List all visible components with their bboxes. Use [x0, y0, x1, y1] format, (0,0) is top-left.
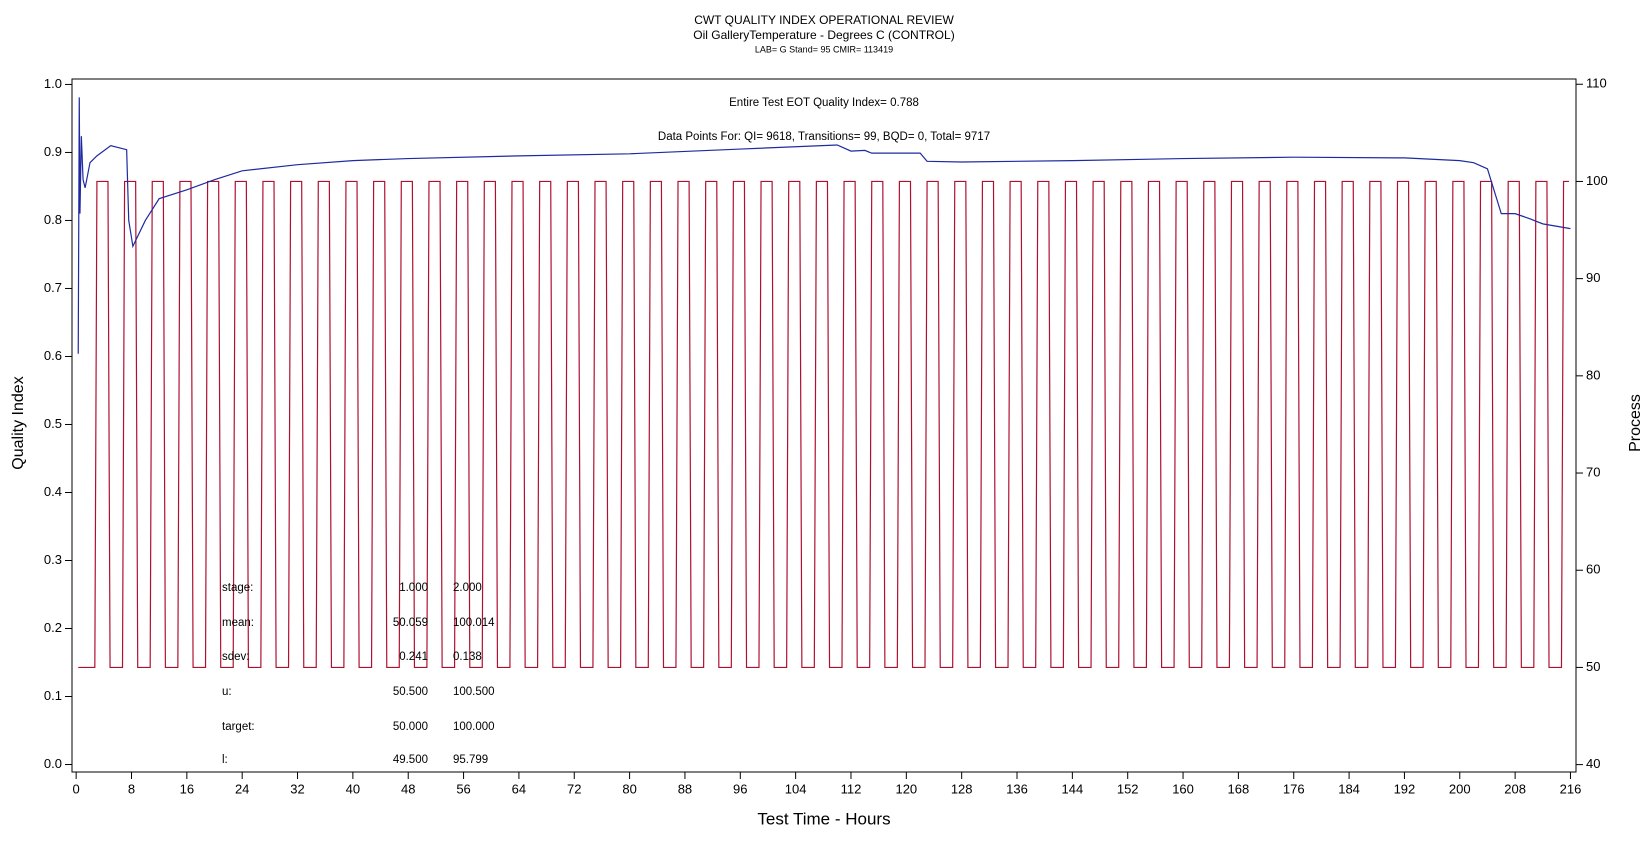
stats-value: 49.500 — [393, 754, 428, 766]
annotation: Data Points For: QI= 9618, Transitions= … — [658, 131, 990, 143]
x-tick-label: 216 — [1560, 781, 1582, 796]
x-tick-label: 176 — [1283, 781, 1305, 796]
y-tick-label: 0.3 — [44, 552, 62, 567]
x-tick-label: 40 — [346, 781, 360, 796]
stats-label: l: — [222, 754, 228, 766]
stats-label: u: — [222, 686, 232, 698]
x-tick-label: 104 — [785, 781, 807, 796]
y-tick-label: 0.5 — [44, 416, 62, 431]
y-tick-label: 0.7 — [44, 280, 62, 295]
x-tick-label: 48 — [401, 781, 415, 796]
x-tick-label: 32 — [290, 781, 304, 796]
y2-tick-label: 70 — [1586, 464, 1600, 479]
x-tick-label: 24 — [235, 781, 249, 796]
x-tick-label: 8 — [128, 781, 135, 796]
stats-value: 100.000 — [453, 721, 495, 733]
stats-value: 2.000 — [453, 582, 482, 594]
x-axis-label: Test Time - Hours — [757, 809, 890, 828]
stats-value: 50.000 — [393, 721, 428, 733]
x-tick-label: 120 — [895, 781, 917, 796]
x-tick-label: 168 — [1228, 781, 1250, 796]
stats-value: 1.000 — [399, 582, 428, 594]
x-tick-label: 0 — [73, 781, 80, 796]
x-tick-label: 208 — [1504, 781, 1526, 796]
y-tick-label: 0.1 — [44, 688, 62, 703]
y2-axis-label: Process — [1627, 394, 1644, 452]
x-tick-label: 80 — [622, 781, 636, 796]
data-line — [78, 180, 1570, 669]
stats-value: 100.014 — [453, 617, 495, 629]
chart-subtitle2: LAB= G Stand= 95 CMIR= 113419 — [755, 44, 893, 54]
stats-value: 95.799 — [453, 754, 488, 766]
stats-value: 100.500 — [453, 686, 495, 698]
x-tick-label: 56 — [456, 781, 470, 796]
x-tick-label: 184 — [1338, 781, 1360, 796]
x-tick-label: 200 — [1449, 781, 1471, 796]
y-tick-label: 0.6 — [44, 348, 62, 363]
stats-value: 0.138 — [453, 651, 482, 663]
x-tick-label: 128 — [951, 781, 973, 796]
stats-label: target: — [222, 721, 255, 733]
stats-label: sdev: — [222, 651, 250, 663]
y2-tick-label: 60 — [1586, 562, 1600, 577]
y2-tick-label: 100 — [1586, 173, 1608, 188]
y2-tick-label: 50 — [1586, 659, 1600, 674]
x-tick-label: 136 — [1006, 781, 1028, 796]
stats-label: mean: — [222, 617, 254, 629]
x-tick-label: 64 — [512, 781, 526, 796]
y-tick-label: 1.0 — [44, 76, 62, 91]
y2-tick-label: 90 — [1586, 270, 1600, 285]
x-tick-label: 88 — [678, 781, 692, 796]
x-tick-label: 144 — [1062, 781, 1084, 796]
x-tick-label: 72 — [567, 781, 581, 796]
y-tick-label: 0.8 — [44, 212, 62, 227]
stats-label: stage: — [222, 582, 253, 594]
y2-tick-label: 40 — [1586, 756, 1600, 771]
annotation: Entire Test EOT Quality Index= 0.788 — [729, 97, 919, 109]
y2-tick-label: 80 — [1586, 367, 1600, 382]
stats-value: 0.241 — [399, 651, 428, 663]
y2-tick-label: 110 — [1586, 76, 1607, 91]
chart-title: CWT QUALITY INDEX OPERATIONAL REVIEW — [694, 13, 954, 27]
x-tick-label: 16 — [180, 781, 194, 796]
x-tick-label: 160 — [1172, 781, 1194, 796]
stats-value: 50.059 — [393, 617, 428, 629]
x-tick-label: 96 — [733, 781, 747, 796]
chart-subtitle: Oil GalleryTemperature - Degrees C (CONT… — [693, 28, 954, 42]
y-tick-label: 0.0 — [44, 756, 62, 771]
x-tick-label: 192 — [1394, 781, 1416, 796]
y-tick-label: 0.2 — [44, 620, 62, 635]
y-tick-label: 0.9 — [44, 144, 62, 159]
data-line — [77, 97, 1571, 354]
plot-frame — [71, 78, 1577, 773]
x-tick-label: 112 — [841, 781, 862, 796]
y-axis-label: Quality Index — [10, 376, 27, 469]
x-tick-label: 152 — [1117, 781, 1139, 796]
stats-value: 50.500 — [393, 686, 428, 698]
y-tick-label: 0.4 — [44, 484, 62, 499]
